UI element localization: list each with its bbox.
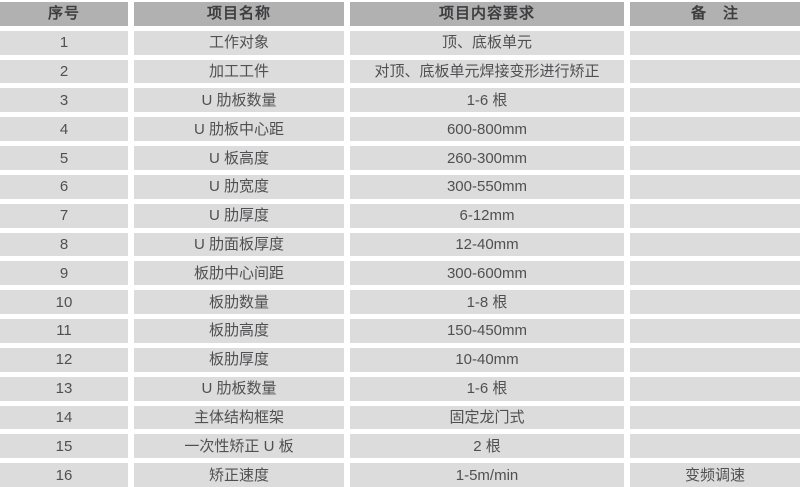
table-cell-remark: 变频调速 (630, 463, 800, 487)
table-cell-remark (630, 59, 800, 84)
column-header-no: 序号 (0, 2, 128, 26)
table-cell-remark (630, 146, 800, 170)
table-cell-remark (630, 319, 800, 343)
column-header-remark: 备 注 (630, 2, 800, 26)
table-cell-name: U 板高度 (134, 146, 344, 170)
table-cell-requirement: 10-40mm (350, 347, 624, 372)
table-cell-requirement: 1-8 根 (350, 290, 624, 315)
table-cell-name: 板肋高度 (134, 319, 344, 343)
table-cell-requirement: 260-300mm (350, 146, 624, 170)
table-cell-requirement: 150-450mm (350, 319, 624, 343)
table-cell-requirement: 1-6 根 (350, 376, 624, 401)
table-cell-name: 板肋中心间距 (134, 261, 344, 286)
table-cell-remark (630, 405, 800, 430)
table-cell-requirement: 顶、底板单元 (350, 30, 624, 55)
table-cell-no: 10 (0, 290, 128, 315)
table-cell-requirement: 固定龙门式 (350, 405, 624, 430)
table-cell-no: 14 (0, 405, 128, 430)
table-cell-name: 板肋厚度 (134, 347, 344, 372)
table-cell-no: 15 (0, 434, 128, 459)
table-cell-name: U 肋板数量 (134, 376, 344, 401)
table-cell-requirement: 12-40mm (350, 232, 624, 257)
table-cell-no: 7 (0, 203, 128, 228)
table-cell-name: U 肋板数量 (134, 88, 344, 113)
table-cell-requirement: 6-12mm (350, 203, 624, 228)
table-cell-name: 板肋数量 (134, 290, 344, 315)
table-cell-name: 一次性矫正 U 板 (134, 434, 344, 459)
table-cell-remark (630, 290, 800, 315)
table-cell-no: 3 (0, 88, 128, 113)
table-cell-remark (630, 434, 800, 459)
table-cell-requirement: 对顶、底板单元焊接变形进行矫正 (350, 59, 624, 84)
table-cell-no: 16 (0, 463, 128, 487)
column-header-name: 项目名称 (134, 2, 344, 26)
table-cell-requirement: 300-550mm (350, 174, 624, 199)
table-cell-no: 1 (0, 30, 128, 55)
table-cell-name: U 肋宽度 (134, 174, 344, 199)
table-cell-remark (630, 174, 800, 199)
table-cell-remark (630, 261, 800, 286)
table-cell-no: 11 (0, 319, 128, 343)
table-cell-name: 矫正速度 (134, 463, 344, 487)
table-cell-no: 8 (0, 232, 128, 257)
table-cell-remark (630, 203, 800, 228)
table-cell-no: 6 (0, 174, 128, 199)
table-cell-no: 13 (0, 376, 128, 401)
table-cell-requirement: 1-6 根 (350, 88, 624, 113)
table-cell-no: 12 (0, 347, 128, 372)
table-cell-no: 4 (0, 117, 128, 142)
table-cell-requirement: 2 根 (350, 434, 624, 459)
table-cell-requirement: 600-800mm (350, 117, 624, 142)
table-cell-requirement: 1-5m/min (350, 463, 624, 487)
table-cell-requirement: 300-600mm (350, 261, 624, 286)
table-cell-remark (630, 88, 800, 113)
table-cell-no: 9 (0, 261, 128, 286)
column-header-requirement: 项目内容要求 (350, 2, 624, 26)
table-cell-remark (630, 30, 800, 55)
table-cell-name: U 肋板中心距 (134, 117, 344, 142)
table-cell-remark (630, 376, 800, 401)
table-cell-remark (630, 232, 800, 257)
table-cell-no: 2 (0, 59, 128, 84)
table-cell-name: U 肋厚度 (134, 203, 344, 228)
table-cell-name: U 肋面板厚度 (134, 232, 344, 257)
table-cell-remark (630, 117, 800, 142)
table-cell-name: 加工工件 (134, 59, 344, 84)
table-cell-name: 工作对象 (134, 30, 344, 55)
table-cell-remark (630, 347, 800, 372)
table-cell-no: 5 (0, 146, 128, 170)
table-cell-name: 主体结构框架 (134, 405, 344, 430)
